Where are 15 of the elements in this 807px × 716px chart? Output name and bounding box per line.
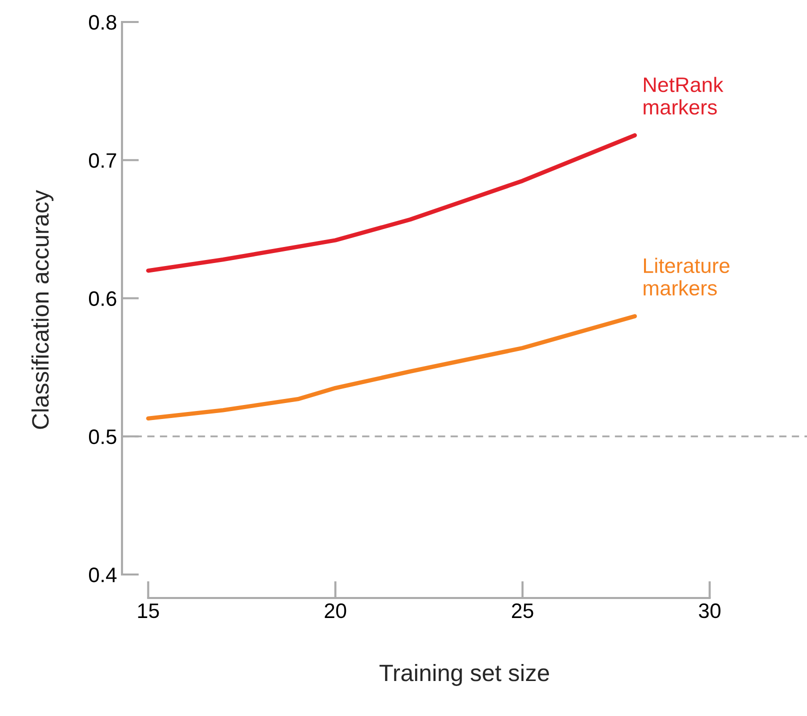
y-tick-label: 0.7 xyxy=(88,153,116,168)
line-series xyxy=(146,133,637,273)
y-tick-label: 0.5 xyxy=(88,429,116,444)
x-tick-label: 30 xyxy=(698,603,720,618)
line-series xyxy=(146,314,637,421)
y-tick-label: 0.4 xyxy=(88,568,117,582)
x-tick-label: 15 xyxy=(138,604,159,618)
y-axis-title: Classification accuracy xyxy=(31,190,54,429)
y-tick-label: 0.8 xyxy=(88,15,116,30)
x-axis-title: Training set size xyxy=(380,664,549,686)
series-label: Literature markers xyxy=(644,258,730,296)
series-label: NetRank markers xyxy=(644,76,724,115)
x-tick-label: 25 xyxy=(512,603,534,618)
x-tick-label: 20 xyxy=(324,603,346,618)
y-tick-label: 0.6 xyxy=(88,291,116,306)
